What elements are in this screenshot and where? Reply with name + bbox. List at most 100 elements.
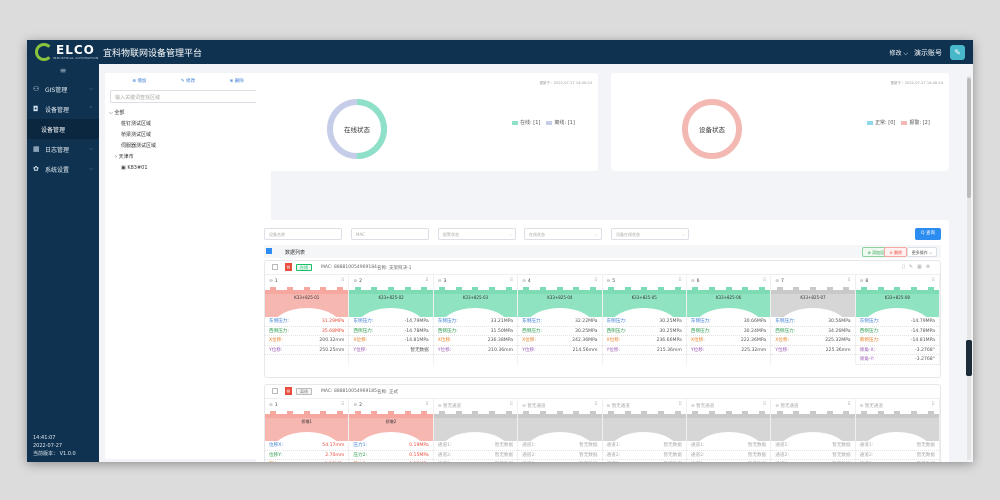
updated-time: 更新于：2022-07-27 14:40:24 bbox=[539, 81, 592, 85]
minus-icon: ⊖ bbox=[353, 403, 358, 408]
bridge-graphic: K33+825-02 bbox=[349, 287, 433, 317]
sensor-cell[interactable]: ⊖ 7 ⠿ K33+825-07 东侧压力: 30.56MPa 西侧压力: 34.26MPa X… bbox=[771, 275, 856, 365]
sensor-cell[interactable]: ⊖ 6 ⠿ K33+825-06 东侧压力: 30.66MPa 西侧压力: 30.24MPa X… bbox=[686, 275, 772, 365]
tree-node[interactable]: 伺服器测试区域 bbox=[121, 143, 157, 149]
sidebar-item-device[interactable]: ◘ 设备管理 ⌃ bbox=[33, 105, 93, 114]
device-tools[interactable]: ▯✎▦⊗ bbox=[902, 264, 934, 270]
device-checkbox[interactable] bbox=[272, 388, 278, 394]
online-status-title: 在线状态 bbox=[344, 126, 370, 134]
device-name-input[interactable]: 设备名称 bbox=[264, 228, 342, 240]
scrollbar[interactable] bbox=[967, 76, 971, 460]
device-card-1: ▤ 在线 MAC: 888810054969184 名称: 支架阿决-1 ▯✎▦… bbox=[264, 260, 941, 378]
clock-time: 14:41:07 bbox=[33, 435, 56, 441]
sensor-number: ⊖ 5 ⠿ bbox=[606, 278, 682, 284]
sensor-cell[interactable]: ⊖1⠿桥墩1位移X:54.17mm位移Y:2.70mm压力:0.13MPa倾角-… bbox=[265, 399, 350, 462]
metric-row: 东侧压力: 30.66MPa bbox=[686, 317, 771, 327]
tree-node-device[interactable]: ▣ K83#01 bbox=[121, 165, 148, 171]
sensor-code: K33+825-05 bbox=[631, 295, 657, 300]
sensor-cell[interactable]: ⊖ 2 ⠿ K33+825-02 东侧压力: -14.79MPa 西侧压力: -14.78MP… bbox=[349, 275, 434, 365]
metric-row: Y位移: 225.32mm bbox=[686, 346, 771, 355]
sensor-cell[interactable]: ⊖ 1 ⠿ K33+825-01 东侧压力: 31.29MPa 西侧压力: 35.68MPa X… bbox=[265, 275, 350, 365]
sensor-cells: ⊖ 1 ⠿ K33+825-01 东侧压力: 31.29MPa 西侧压力: 35.68MPa X… bbox=[265, 274, 940, 365]
metric-row: Y位移: 225.36mm bbox=[771, 346, 855, 355]
metric-row: 西侧压力: -14.78MPa bbox=[349, 327, 433, 336]
minus-icon: ⊖ bbox=[353, 279, 358, 284]
metric-row: 东侧压力: 32.22MPa bbox=[518, 317, 602, 327]
add-area-button[interactable]: ⊕ 增加 bbox=[132, 79, 147, 84]
drag-handle-icon: ⠿ bbox=[931, 278, 935, 283]
sidebar-item-settings[interactable]: ✿ 系统设置 ⌵ bbox=[33, 165, 93, 174]
device-online-select[interactable]: 设备在线状态 ⌵ bbox=[611, 228, 689, 240]
metric-row: 压力2: 0.15MPa bbox=[349, 451, 433, 460]
metric-row: 通道2: 暂无数据 bbox=[686, 451, 771, 460]
sensor-cell[interactable]: ⊖ 4 ⠿ K33+825-04 东侧压力: 32.22MPa 西侧压力: 30.25MPa X… bbox=[518, 275, 603, 365]
sensor-number: ⊖ 暂无通道 ⠿ bbox=[606, 402, 682, 409]
metric-row: 西侧压力: 34.26MPa bbox=[771, 327, 855, 336]
sensor-cell[interactable]: ⊖2⠿桥墩2压力1:0.19MPa压力2:0.15MPa压力3:0.13MPa角… bbox=[349, 399, 434, 462]
metric-row: 压力:0.13MPa bbox=[265, 460, 348, 462]
top-bar: ELCO INDUSTRIAL AUTOMATION 宜科物联网设备管理平台 修… bbox=[27, 40, 973, 64]
sensor-cell[interactable]: ⊖ 8 ⠿ K33+825-08 东侧压力: -14.79MPa 西侧压力: -14.78MP… bbox=[855, 275, 940, 365]
side-handle[interactable] bbox=[966, 340, 972, 376]
avatar[interactable]: ✎ bbox=[950, 45, 965, 60]
metric-row: 通道3:暂无数据 bbox=[518, 460, 601, 462]
account-name[interactable]: 演示账号 bbox=[914, 48, 942, 57]
metric-row: 位移X: 54.17mm bbox=[265, 441, 349, 451]
user-menu[interactable]: 修改 ⌵ bbox=[889, 49, 908, 57]
delete-device-button[interactable]: ⊖ 删除 bbox=[884, 247, 907, 257]
sidebar: ≡ ⚇ GIS管理 ⌵ ◘ 设备管理 ⌃ 设备管理 ▦ 日志管理 ⌵ ✿ 系统设置 ⌵ 14:4… bbox=[27, 64, 99, 462]
search-button[interactable]: Q 查询 bbox=[915, 228, 941, 240]
delete-area-button[interactable]: ⊗ 删除 bbox=[229, 79, 244, 84]
app-title: 宜科物联网设备管理平台 bbox=[103, 49, 203, 59]
metric-row: 通道1: 暂无数据 bbox=[855, 441, 939, 451]
sidebar-item-gis[interactable]: ⚇ GIS管理 ⌵ bbox=[33, 85, 93, 94]
metric-row: 东侧压力: -14.79MPa bbox=[855, 317, 939, 327]
metric-row: 西侧压力: 30.25MPa bbox=[518, 327, 602, 336]
edit-area-button[interactable]: ✎ 修改 bbox=[180, 79, 196, 84]
more-actions-button[interactable]: 更多操作 ⌵ bbox=[906, 247, 937, 257]
tree-node-tianjin[interactable]: › 天津市 bbox=[115, 154, 134, 160]
tree-search-input[interactable]: 输入关键词查找区域 bbox=[110, 90, 266, 103]
drag-handle-icon: ⠿ bbox=[847, 402, 851, 407]
sensor-cell[interactable]: ⊖ 5 ⠿ K33+825-05 东侧压力: 30.25MPa 西侧压力: 30.25MPa X… bbox=[602, 275, 687, 365]
bridge-graphic bbox=[602, 411, 686, 441]
metric-row: X位移: 222.36MPa bbox=[686, 336, 771, 346]
metric-row: 通道3:暂无数据 bbox=[687, 460, 770, 462]
metric-row: 西侧压力: 30.25MPa bbox=[602, 327, 686, 336]
sensor-code: 桥墩2 bbox=[385, 419, 397, 424]
minus-icon: ⊖ bbox=[859, 279, 864, 284]
drag-handle-icon: ⠿ bbox=[678, 278, 682, 283]
area-tree-panel: ⊕ 增加 ✎ 修改 ⊗ 删除 输入关键词查找区域 ⌵ 全部 桩钉测试区域 桥梁测… bbox=[105, 73, 271, 459]
device-list-panel: 设备名称 MAC 报警状态 ⌵ 在线状态 ⌵ 设备在线状态 ⌵ Q 查询 数据列表 ⊕… bbox=[256, 220, 949, 462]
sensor-number: ⊖ 暂无通道 ⠿ bbox=[522, 402, 598, 409]
tree-node[interactable]: 桥梁测试区域 bbox=[121, 132, 152, 138]
sidebar-item-log[interactable]: ▦ 日志管理 ⌵ bbox=[33, 145, 93, 154]
tree-node-all[interactable]: ⌵ 全部 bbox=[109, 110, 125, 116]
minus-icon: ⊖ bbox=[690, 279, 695, 284]
metric-row: 南侧压力: -14.81MPa bbox=[855, 336, 939, 346]
select-all-checkbox[interactable] bbox=[266, 248, 272, 254]
menu-toggle-icon[interactable]: ≡ bbox=[59, 66, 67, 75]
metric-row: 东侧压力: 31.29MPa bbox=[265, 317, 349, 327]
bridge-graphic: K33+825-03 bbox=[433, 287, 518, 317]
bridge-graphic bbox=[686, 411, 771, 441]
chevron-down-icon: ⌵ bbox=[89, 146, 93, 152]
minus-icon: ⊖ bbox=[606, 279, 611, 284]
sidebar-subitem-device[interactable]: 设备管理 bbox=[27, 119, 99, 139]
metric-row: 倾角-X: -3.2768° bbox=[855, 346, 939, 355]
device-mac: MAC: 888810054969185 bbox=[321, 389, 377, 394]
device-checkbox[interactable] bbox=[272, 264, 278, 270]
tree-node[interactable]: 桩钉测试区域 bbox=[121, 121, 152, 127]
sensor-cell[interactable]: ⊖ 3 ⠿ K33+825-03 东侧压力: 33.21MPa 西侧压力: 31.50MPa X… bbox=[433, 275, 519, 365]
online-status-select[interactable]: 在线状态 ⌵ bbox=[524, 228, 602, 240]
mac-input[interactable]: MAC bbox=[351, 228, 429, 240]
bridge-graphic: K33+825-05 bbox=[602, 287, 686, 317]
device-name: 名称: 正式 bbox=[377, 390, 398, 395]
alarm-status-select[interactable]: 报警状态 ⌵ bbox=[438, 228, 516, 240]
